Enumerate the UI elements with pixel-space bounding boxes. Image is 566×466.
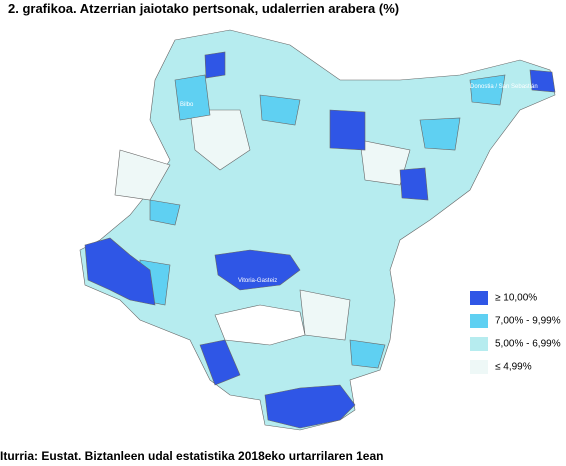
enclave <box>214 304 306 346</box>
municipality <box>84 237 156 306</box>
map-title: 2. grafikoa. Atzerrian jaiotako pertsona… <box>8 1 399 16</box>
city-label: Bilbo <box>180 102 194 108</box>
municipality <box>214 249 301 291</box>
legend-swatch <box>470 314 488 328</box>
municipality <box>399 167 429 201</box>
municipality <box>174 74 211 121</box>
municipality <box>264 384 356 429</box>
legend-swatch <box>470 291 488 305</box>
municipality <box>259 94 301 126</box>
municipality <box>529 69 556 93</box>
city-label: Vitoria-Gasteiz <box>238 278 277 284</box>
legend-label: ≥ 10,00% <box>495 293 537 304</box>
municipality <box>469 74 506 106</box>
municipality <box>149 199 181 226</box>
source: Iturria: Eustat. Biztanleen udal estatis… <box>0 449 383 463</box>
municipality <box>189 109 251 171</box>
municipality <box>349 339 386 369</box>
city-label: Donostia / San Sebastián <box>470 84 538 90</box>
legend-label: 5,00% - 6,99% <box>495 339 561 350</box>
municipality <box>299 289 351 341</box>
legend-label: ≤ 4,99% <box>495 362 532 373</box>
municipality <box>204 51 226 79</box>
legend-swatch <box>470 337 488 351</box>
municipality <box>359 139 411 186</box>
legend-label: 7,00% - 9,99% <box>495 316 561 327</box>
municipality <box>329 109 366 151</box>
legend: ≥ 10,00% 7,00% - 9,99% 5,00% - 6,99% ≤ 4,99… <box>470 291 561 374</box>
municipality <box>419 117 461 151</box>
municipality <box>199 339 241 386</box>
map: Bilbo Donostia / San Sebastián Vitoria-G… <box>79 29 556 431</box>
legend-swatch <box>470 360 488 374</box>
